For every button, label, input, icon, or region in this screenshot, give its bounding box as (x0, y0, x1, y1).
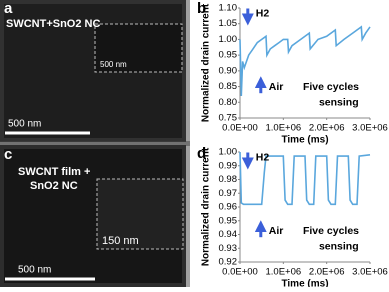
annotation: H2 (256, 7, 270, 19)
y-tick-label: 0.93 (219, 243, 238, 254)
inset (94, 23, 183, 73)
y-tick-label: 0.75 (219, 113, 238, 124)
y-tick-label: 1.00 (219, 147, 238, 158)
y-tick-label: 0.90 (219, 65, 238, 76)
y-tick-label: 0.95 (219, 215, 238, 226)
y-axis-title: Normalized drain current (201, 3, 212, 122)
y-tick-label: 0.97 (219, 188, 238, 199)
y-axis-title: Normalized drain current (201, 147, 212, 266)
image-caption: SWCNT film + (18, 166, 90, 178)
x-tick-label: 3.0E+06 (352, 267, 388, 278)
x-tick-label: 3.0E+06 (352, 123, 388, 134)
inset-scale: 500 nm (100, 60, 127, 69)
annotation: sensing (319, 96, 359, 108)
annotation: Five cycles (303, 225, 359, 237)
scale-label: 500 nm (8, 119, 41, 130)
x-tick-label: 1.0E+06 (265, 123, 301, 134)
y-tick-label: 1.00 (219, 34, 238, 45)
y-tick-label: 0.96 (219, 202, 238, 213)
annotation: sensing (319, 240, 359, 252)
line-series (239, 25, 371, 97)
inset (96, 178, 184, 250)
panel-label: c (4, 146, 12, 163)
x-tick-label: 2.0E+06 (309, 123, 345, 134)
x-tick-label: 1.0E+06 (265, 267, 301, 278)
annotation: Air (269, 225, 284, 237)
image-caption: SnO2 NC (30, 180, 78, 192)
y-tick-label: 0.80 (219, 97, 238, 108)
x-axis-title: Time (ms) (281, 135, 328, 146)
y-tick-label: 0.99 (219, 160, 238, 171)
scale-label: 500 nm (18, 265, 51, 276)
y-tick-label: 0.85 (219, 81, 238, 92)
image-panel: a SWCNT+SnO2 NC 500 nm 500 nm (0, 0, 190, 146)
annotation: Five cycles (303, 81, 359, 93)
y-tick-label: 0.92 (219, 257, 238, 268)
x-tick-label: 2.0E+06 (309, 267, 345, 278)
y-tick-label: 1.10 (219, 3, 238, 14)
annotation: Air (269, 81, 284, 93)
image-caption: SWCNT+SnO2 NC (6, 18, 100, 30)
inset-scale: 150 nm (102, 235, 139, 247)
x-tick-label: 0.0E+00 (222, 267, 258, 278)
y-tick-label: 0.94 (219, 229, 238, 240)
annotation: H2 (256, 151, 270, 163)
y-tick-label: 0.95 (219, 50, 238, 61)
image-panel: c SWCNT film + SnO2 NC 150 nm 500 nm (0, 141, 190, 291)
panel-label: d (197, 145, 206, 162)
panel-label: b (197, 0, 206, 17)
panel-label: a (4, 0, 13, 17)
y-tick-label: 1.05 (219, 18, 238, 29)
x-tick-label: 0.0E+00 (222, 123, 258, 134)
y-tick-label: 0.98 (219, 174, 238, 185)
x-axis-title: Time (ms) (281, 279, 328, 287)
line-series (239, 151, 371, 206)
